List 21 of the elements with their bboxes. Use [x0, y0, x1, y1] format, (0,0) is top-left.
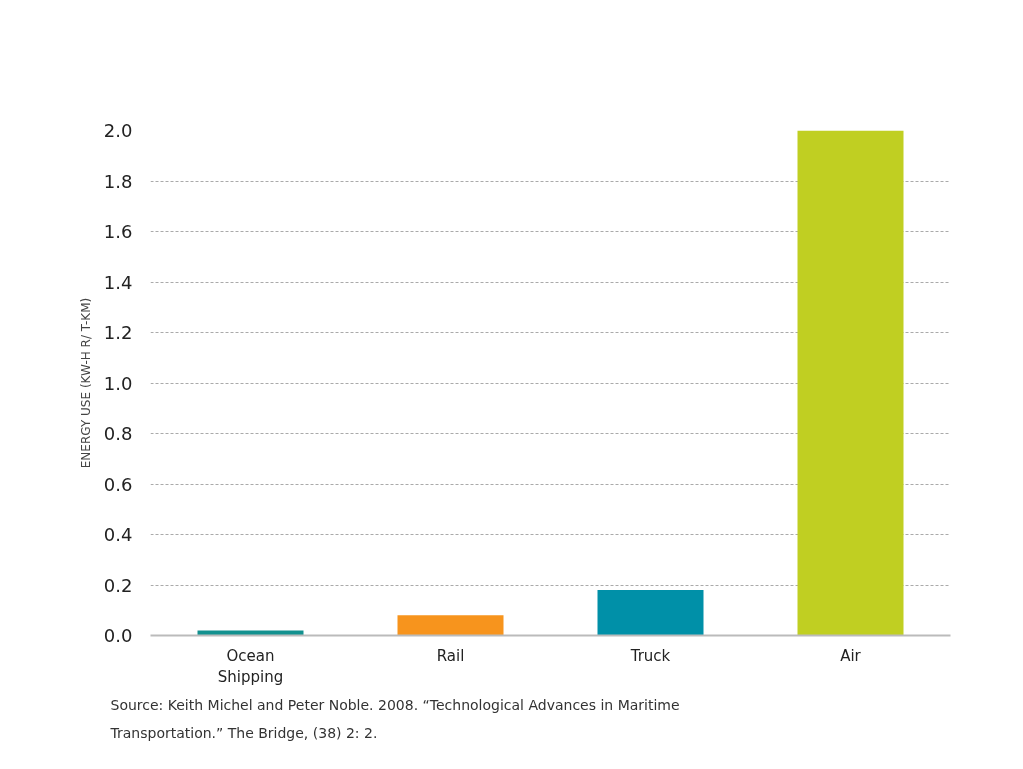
- source-note: Source: Keith Michel and Peter Noble. 2008. “Technological Advances in Maritime Transportation.” The Bridge, (38) 2: 2.: [109, 696, 680, 741]
- y-tick-label: 0.2: [103, 574, 133, 596]
- bar: [397, 615, 504, 636]
- y-tick-label: 0.4: [103, 524, 133, 545]
- y-tick-label: 1.4: [103, 271, 133, 293]
- bar: [797, 130, 904, 636]
- y-tick-label: 0.6: [103, 473, 133, 495]
- x-tick-label: Air: [840, 646, 862, 665]
- y-tick-label: 2.0: [103, 120, 133, 141]
- bar: [197, 630, 304, 636]
- y-tick-label: 0.8: [103, 423, 133, 444]
- x-tick-label: Rail: [436, 646, 465, 665]
- y-tick-label: 1.2: [103, 322, 133, 343]
- y-tick-label: 1.8: [103, 170, 133, 192]
- x-tick-label: Truck: [629, 646, 671, 665]
- y-tick-label: 0.0: [103, 625, 133, 646]
- x-tick-label: Ocean Shipping: [217, 646, 284, 687]
- y-axis-title: ENERGY USE (KW-H R/ T-KM): [78, 297, 93, 469]
- bar: [597, 590, 704, 636]
- y-tick-label: 1.0: [103, 372, 133, 394]
- y-tick-label: 1.6: [103, 221, 133, 242]
